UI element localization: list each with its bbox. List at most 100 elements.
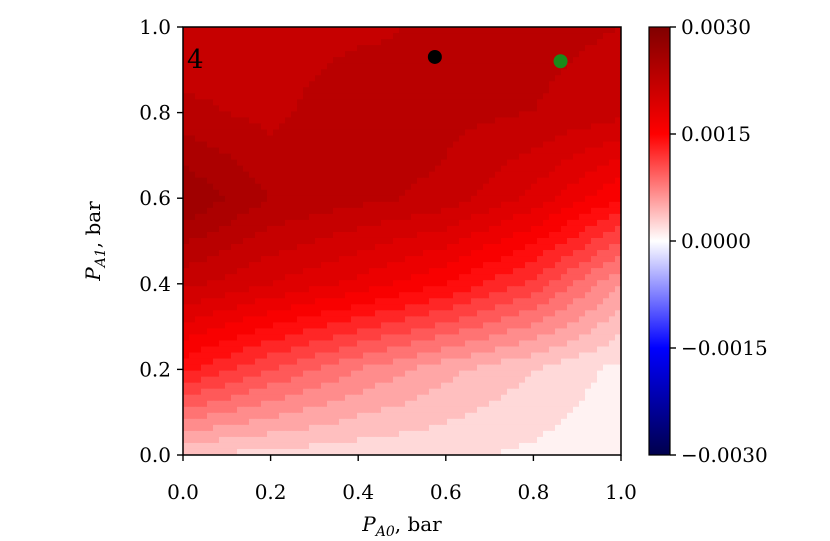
field-cell — [483, 87, 490, 94]
field-cell — [267, 418, 274, 426]
field-cell — [501, 394, 508, 402]
field-cell — [183, 262, 190, 269]
field-cell — [549, 189, 556, 197]
field-cell — [249, 99, 256, 106]
field-cell — [411, 135, 418, 143]
field-cell — [393, 406, 400, 414]
field-cell — [459, 111, 466, 119]
field-cell — [549, 159, 556, 167]
field-cell — [363, 69, 370, 76]
field-cell — [477, 364, 484, 372]
field-cell — [447, 111, 454, 119]
field-cell — [483, 340, 490, 348]
field-cell — [549, 195, 556, 203]
field-cell — [435, 219, 442, 227]
field-cell — [231, 87, 238, 94]
field-cell — [525, 87, 532, 94]
field-cell — [411, 39, 418, 46]
field-cell — [483, 111, 490, 119]
field-cell — [507, 352, 514, 360]
field-cell — [273, 310, 280, 317]
field-cell — [435, 328, 442, 336]
field-cell — [357, 400, 364, 408]
field-cell — [399, 286, 406, 293]
field-cell — [501, 412, 508, 420]
field-cell — [303, 406, 310, 414]
field-cell — [237, 237, 244, 245]
field-cell — [609, 304, 616, 311]
field-cell — [501, 33, 508, 40]
field-cell — [405, 45, 412, 52]
field-cell — [423, 141, 430, 149]
field-cell — [327, 280, 334, 287]
field-cell — [225, 298, 232, 305]
field-cell — [351, 171, 358, 179]
field-cell — [351, 274, 358, 281]
field-cell — [279, 69, 286, 76]
field-cell — [201, 33, 208, 40]
field-cell — [345, 45, 352, 52]
field-cell — [369, 165, 376, 173]
field-cell — [597, 304, 604, 311]
field-cell — [441, 195, 448, 203]
field-cell — [549, 358, 556, 366]
field-cell — [579, 165, 586, 173]
field-cell — [195, 57, 202, 64]
field-cell — [477, 111, 484, 119]
field-cell — [255, 250, 262, 257]
field-cell — [231, 219, 238, 227]
field-cell — [267, 75, 274, 82]
field-cell — [261, 298, 268, 305]
field-cell — [537, 388, 544, 396]
field-cell — [387, 346, 394, 354]
field-cell — [351, 93, 358, 100]
field-cell — [405, 244, 412, 251]
field-cell — [477, 298, 484, 305]
field-cell — [417, 171, 424, 179]
field-cell — [417, 93, 424, 100]
field-cell — [435, 400, 442, 408]
field-cell — [585, 400, 592, 408]
field-cell — [537, 189, 544, 197]
field-cell — [579, 177, 586, 185]
field-cell — [585, 310, 592, 317]
field-cell — [561, 322, 568, 330]
field-cell — [549, 111, 556, 119]
field-cell — [507, 213, 514, 221]
field-cell — [321, 213, 328, 221]
field-cell — [495, 388, 502, 396]
field-cell — [459, 237, 466, 245]
field-cell — [537, 430, 544, 438]
field-cell — [201, 250, 208, 257]
field-cell — [267, 430, 274, 438]
field-cell — [291, 201, 298, 209]
field-cell — [609, 400, 616, 408]
field-cell — [429, 105, 436, 112]
field-cell — [417, 129, 424, 137]
field-cell — [441, 382, 448, 390]
field-cell — [549, 51, 556, 58]
field-cell — [543, 189, 550, 197]
field-cell — [549, 69, 556, 76]
field-cell — [237, 310, 244, 317]
field-cell — [603, 201, 610, 209]
field-cell — [309, 430, 316, 438]
field-cell — [513, 93, 520, 100]
field-cell — [279, 231, 286, 239]
field-cell — [183, 316, 190, 323]
field-cell — [603, 382, 610, 390]
field-cell — [477, 406, 484, 414]
field-cell — [537, 292, 544, 299]
field-cell — [471, 334, 478, 342]
field-cell — [309, 231, 316, 239]
field-cell — [333, 57, 340, 64]
field-cell — [483, 183, 490, 191]
field-cell — [615, 418, 621, 426]
field-cell — [561, 292, 568, 299]
field-cell — [603, 256, 610, 263]
field-cell — [207, 207, 214, 215]
field-cell — [573, 334, 580, 342]
field-cell — [213, 334, 220, 342]
field-cell — [285, 370, 292, 378]
field-cell — [291, 406, 298, 414]
